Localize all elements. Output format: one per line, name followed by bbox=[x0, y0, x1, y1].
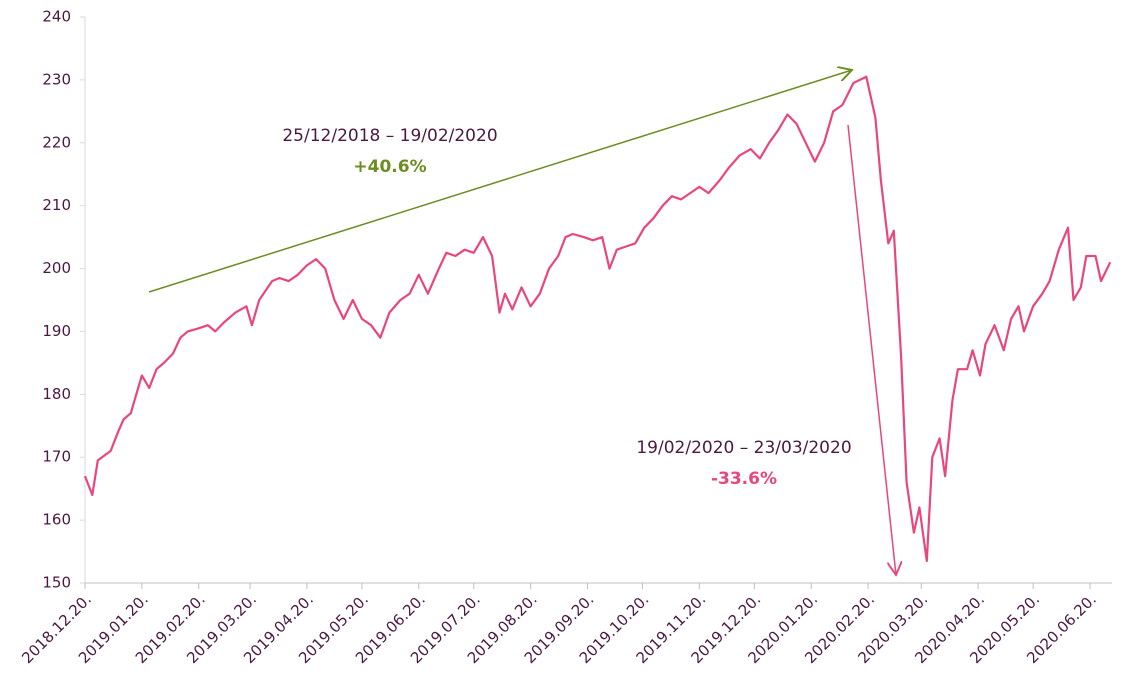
y-tick-label: 170 bbox=[42, 448, 71, 466]
rise-period: 25/12/2018 – 19/02/2020 bbox=[282, 126, 497, 146]
rise-arrow bbox=[148, 70, 852, 293]
fall-pct: -33.6% bbox=[711, 469, 777, 489]
y-tick-label: 200 bbox=[42, 259, 71, 277]
fall-arrow bbox=[847, 124, 896, 575]
price-line bbox=[83, 75, 1112, 563]
y-tick-label: 210 bbox=[42, 196, 71, 214]
rise-pct: +40.6% bbox=[353, 157, 426, 177]
y-tick-label: 180 bbox=[42, 385, 71, 403]
fall-period: 19/02/2020 – 23/03/2020 bbox=[636, 438, 851, 458]
y-tick-label: 160 bbox=[42, 511, 71, 529]
y-tick-label: 220 bbox=[42, 133, 71, 151]
y-tick-label: 230 bbox=[42, 70, 71, 88]
y-tick-label: 190 bbox=[42, 322, 71, 340]
y-tick-label: 150 bbox=[42, 574, 71, 592]
y-tick-label: 240 bbox=[42, 8, 71, 26]
